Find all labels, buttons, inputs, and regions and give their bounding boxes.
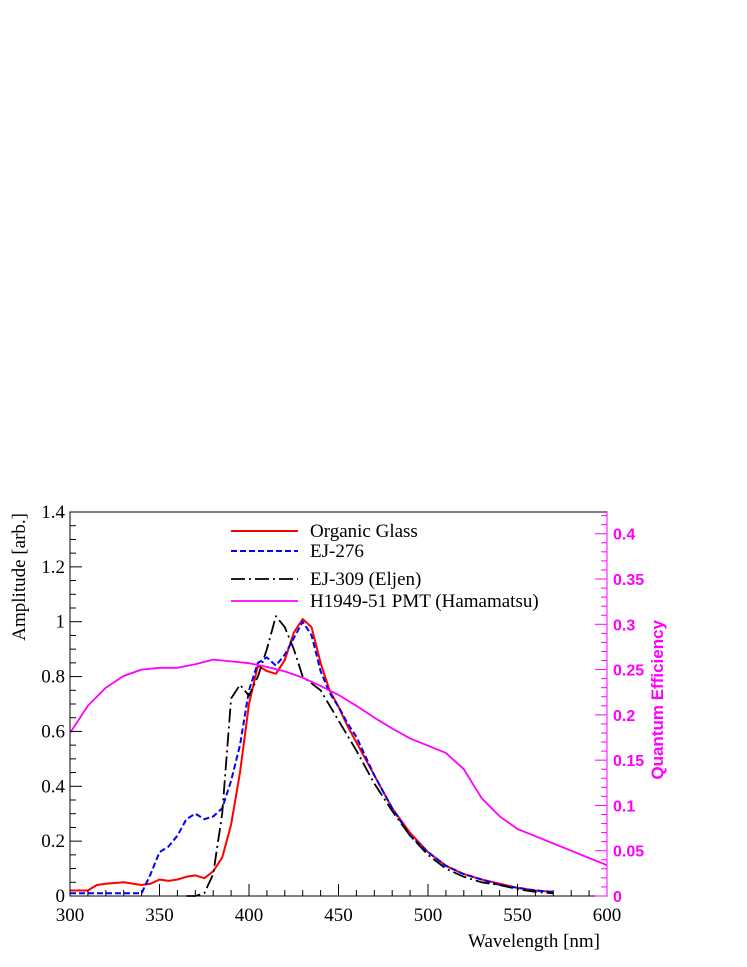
series-line-4 [69, 658, 608, 867]
y2-tick-label: 0.25 [613, 663, 644, 680]
legend-label-4: H1949-51 PMT (Hamamatsu) [310, 591, 539, 612]
x-tick-label: 550 [503, 905, 532, 926]
y2-tick-label: 0.15 [613, 753, 644, 770]
y2-tick-label: 0.35 [613, 572, 644, 589]
y2-tick-label: 0.3 [613, 617, 635, 634]
legend-label-3: EJ-309 (Eljen) [310, 569, 421, 590]
x-axis-label: Wavelength [nm] [468, 931, 600, 952]
x-axis: 300 350 400 450 500 550 600 [56, 884, 622, 926]
y2-tick-label: 0.4 [613, 527, 635, 544]
y-tick-label: 1.2 [41, 557, 65, 578]
y-tick-label: 0.6 [41, 721, 65, 742]
x-tick-label: 600 [593, 905, 622, 926]
y-tick-label: 0.8 [41, 667, 65, 688]
y-tick-label: 1.4 [41, 502, 65, 523]
y2-tick-label: 0.05 [613, 844, 644, 861]
x-tick-label: 350 [145, 905, 174, 926]
legend-label-2: EJ-276 [310, 541, 364, 562]
x-tick-label: 400 [235, 905, 264, 926]
right-axis-label: Quantum Efficiency [648, 619, 667, 779]
y-tick-label: 1 [56, 612, 66, 633]
y-tick-label: 0.2 [41, 831, 65, 852]
right-axis: 0 0.05 0.1 0.15 0.2 0.25 0.3 0.35 0.4 [595, 512, 644, 906]
y-axis: 0 0.2 0.4 0.6 0.8 1 1.2 1.4 [41, 502, 82, 907]
y2-tick-label: 0 [613, 889, 622, 906]
legend-label-1: Organic Glass [310, 521, 418, 542]
y-tick-label: 0.4 [41, 776, 65, 797]
x-tick-label: 450 [324, 905, 353, 926]
y2-tick-label: 0.1 [613, 798, 635, 815]
x-tick-label: 300 [56, 905, 85, 926]
y2-tick-label: 0.2 [613, 708, 635, 725]
series-layer [69, 615, 608, 897]
y-tick-label: 0 [56, 886, 66, 907]
series-line-3 [186, 615, 554, 897]
x-tick-label: 500 [414, 905, 443, 926]
series-line-2 [70, 620, 554, 895]
series-line-1 [70, 618, 554, 893]
y-axis-label: Amplitude [arb.] [9, 513, 30, 641]
